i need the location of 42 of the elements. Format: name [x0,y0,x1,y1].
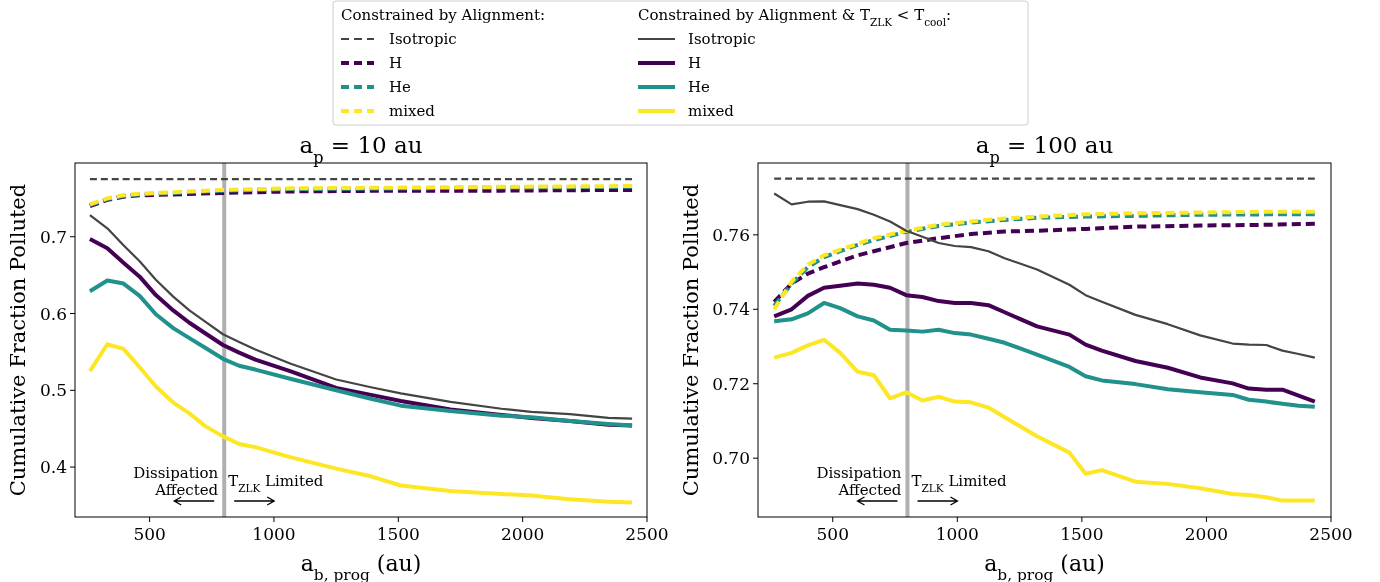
x-tick-label: 500 [816,524,849,544]
x-tick-label: 1500 [376,524,420,544]
y-tick-label: 0.74 [712,299,750,320]
x-tick-label: 2000 [501,524,545,544]
y-tick-label: 0.4 [39,457,67,478]
x-tick-label: 2500 [625,524,669,544]
x-tick-label: 1000 [935,524,979,544]
annotation: Dissipation Affected [133,463,219,499]
line-series [772,300,1317,409]
annotation: T$_{ZLK}$ Limited [911,472,1008,494]
legend-label: Isotropic [688,30,756,48]
chart-title: a$_{p}$ = 10 au [299,132,423,167]
legend-label: Isotropic [389,30,457,48]
chart-title: a$_{p}$ = 100 au [975,132,1114,167]
text: Constrained by Alignment & T$_{ZLK}$ < T$_{cool}$: [638,6,952,28]
y-tick-label: 0.7 [39,226,67,247]
line-series [87,278,635,428]
x-tick-label: 1000 [252,524,296,544]
x-tick-label: 2000 [1184,524,1229,544]
line-series [772,281,1317,404]
y-axis-title: Cumulative Fraction Polluted [679,183,703,497]
legend-label: mixed [688,102,735,120]
y-tick-label: 0.72 [712,373,750,394]
legend-label: mixed [389,102,436,120]
y-axis-title: Cumulative Fraction Polluted [6,183,30,497]
y-tick-label: 0.76 [712,224,750,245]
legend-label: H [389,54,403,72]
annotation: T$_{ZLK}$ Limited [228,472,324,494]
y-tick-label: 0.70 [712,448,750,469]
annotation: Dissipation Affected [816,463,902,499]
x-tick-label: 1500 [1060,524,1104,544]
legend-label: H [688,54,702,72]
x-tick-label: 500 [133,524,166,544]
line-series [87,342,635,505]
x-tick-label: 2500 [1309,524,1353,544]
y-tick-label: 0.5 [39,380,67,401]
y-tick-label: 0.6 [39,303,67,324]
line-series [773,192,1316,359]
legend-label: He [688,78,711,96]
text: Constrained by Alignment: [341,6,546,24]
line-series [772,337,1317,503]
legend-label: He [389,78,412,96]
